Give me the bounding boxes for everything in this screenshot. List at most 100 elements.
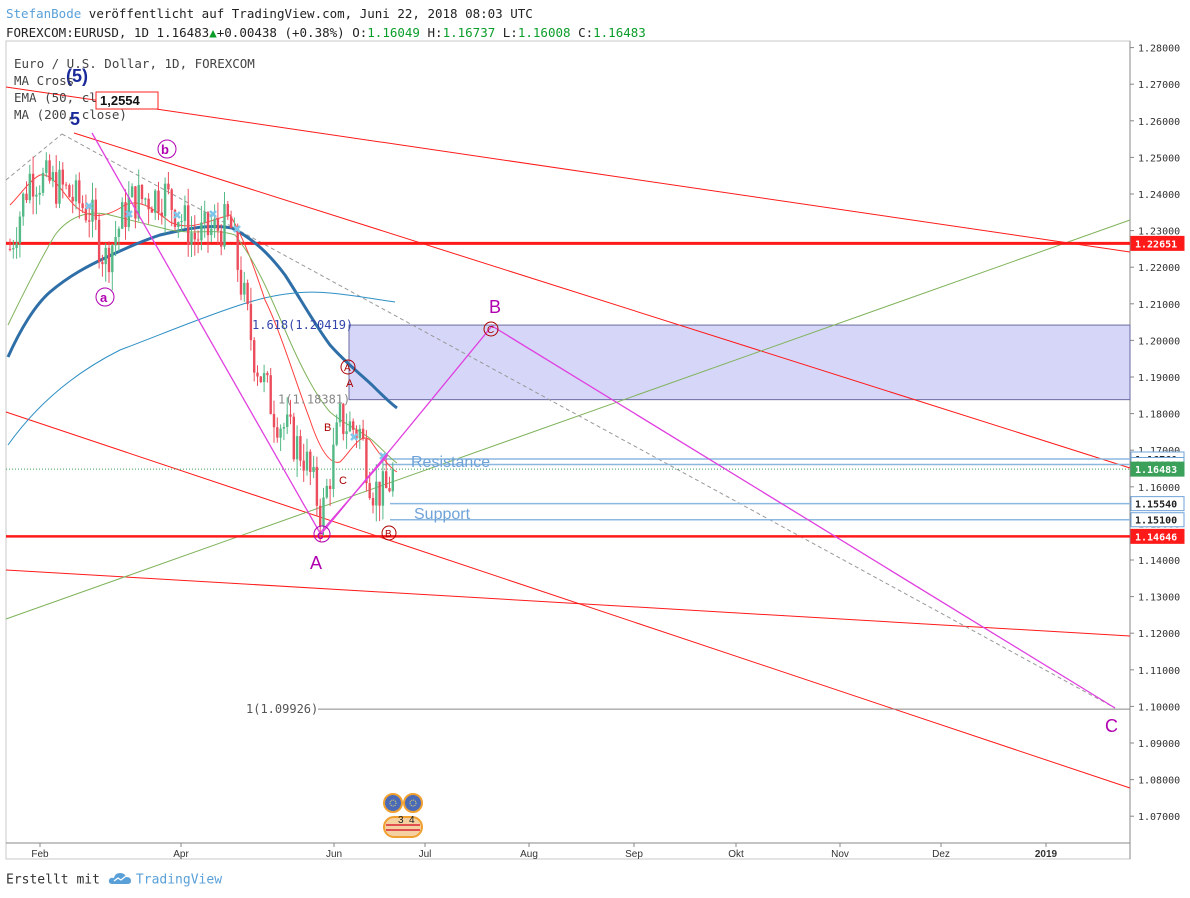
time-tick-label: Nov — [831, 849, 849, 860]
time-tick-label: Okt — [728, 849, 744, 860]
trend-lines — [5, 86, 1131, 789]
price-tick-label: 1.10000 — [1138, 702, 1180, 713]
candle-body — [229, 216, 233, 229]
eu-stars-icon — [409, 799, 417, 807]
candle-body — [25, 193, 28, 201]
price-tick-label: 1.26000 — [1138, 117, 1180, 128]
publish-line: StefanBode veröffentlicht auf TradingVie… — [6, 4, 646, 23]
candle-body — [249, 304, 253, 341]
candle-body — [358, 428, 361, 439]
candle-body — [256, 372, 259, 377]
candle-body — [88, 220, 91, 222]
candle-body — [292, 416, 295, 460]
open-label: O: — [352, 25, 368, 40]
candle-body — [276, 427, 279, 438]
fib-target-zone — [348, 324, 1131, 401]
candle-body — [157, 190, 160, 213]
price-tick-label: 1.11000 — [1138, 666, 1180, 677]
cross-marker — [125, 210, 133, 218]
price-tick-label: 1.16000 — [1138, 483, 1180, 494]
legend-ma[interactable]: MA (200, close) — [14, 107, 127, 122]
wave-label-B-major: B — [489, 297, 501, 317]
candle-body — [381, 471, 385, 506]
candle-body — [134, 186, 137, 219]
wave-label-B-small: C — [339, 475, 347, 487]
event-markers[interactable]: 3 4 — [383, 793, 423, 838]
candle-body — [210, 228, 213, 236]
high-label: H: — [427, 25, 443, 40]
candle-body — [338, 403, 342, 423]
price-tick-label: 1.08000 — [1138, 776, 1180, 787]
candle-body — [385, 471, 388, 489]
price-scale[interactable]: 1.07000 1.08000 1.09000 1.10000 1.11000 1.120… — [1130, 44, 1180, 824]
cross-marker — [350, 433, 358, 441]
red-trendline-mid — [73, 132, 1131, 469]
candle-body — [38, 192, 41, 195]
eu-flag-icon[interactable] — [403, 793, 423, 813]
time-tick-label: Sep — [625, 849, 643, 860]
candle-body — [289, 414, 292, 417]
legend-ma-cross[interactable]: MA Cross — [14, 73, 74, 88]
eu-flag-icon[interactable] — [383, 793, 403, 813]
wave-label-B-minor-circled: B — [385, 529, 392, 540]
event-count-4: 4 — [409, 815, 415, 826]
wave-label-5: 5 — [70, 109, 80, 129]
fib-label-1: 1(1.18381) — [278, 393, 350, 407]
symbol-label: FOREXCOM:EURUSD, 1D — [6, 25, 149, 40]
plot-area[interactable] — [5, 40, 1131, 860]
price-badge-label: 1.14646 — [1135, 532, 1177, 543]
candle-body — [352, 421, 355, 430]
tradingview-link[interactable]: TradingView — [135, 872, 223, 888]
candle-body — [282, 426, 286, 429]
candle-body — [259, 376, 262, 383]
footer: Erstellt mit TradingView — [6, 871, 222, 889]
legend-symbol: Euro / U.S. Dollar, 1D, FOREXCOM — [14, 56, 255, 71]
candle-body — [253, 340, 256, 373]
candle-body — [177, 222, 180, 227]
price-tick-label: 1.20000 — [1138, 336, 1180, 347]
price-tick-label: 1.09000 — [1138, 739, 1180, 750]
candle-body — [216, 218, 220, 231]
resistance-label: Resistance — [411, 454, 490, 471]
price-badge-label: 1.15540 — [1135, 500, 1177, 511]
time-tick-label: Jun — [326, 849, 342, 860]
price-chart[interactable]: 1.07000 1.08000 1.09000 1.10000 1.11000 1.120… — [0, 40, 1190, 866]
close-label: C: — [578, 25, 594, 40]
candle-body — [94, 199, 97, 220]
candle-body — [117, 228, 121, 237]
candle-body — [35, 194, 38, 197]
candle-body — [319, 505, 322, 527]
candle-body — [18, 216, 22, 244]
fib-label-1618: 1.618(1.20419) — [252, 318, 353, 332]
candle-body — [203, 212, 206, 223]
red-trendline-lower — [5, 411, 1131, 789]
price-tick-label: 1.23000 — [1138, 227, 1180, 238]
candle-body — [196, 239, 200, 241]
candle-body — [361, 428, 365, 440]
dashed-line-left — [5, 133, 63, 181]
candle-body — [48, 160, 51, 181]
cross-marker — [209, 210, 217, 218]
wave-labels: (5) 5 a b c A B C A B C A B C — [66, 66, 1118, 736]
candle-body — [206, 212, 210, 236]
author-link[interactable]: StefanBode — [6, 6, 82, 21]
candle-body — [322, 497, 325, 527]
candle-body — [28, 173, 31, 201]
time-scale[interactable]: Feb Apr Jun Jul Aug Sep Okt Nov Dez 2019 — [31, 843, 1058, 860]
candle-body — [180, 220, 183, 223]
candles — [8, 152, 394, 542]
candle-body — [97, 219, 101, 263]
chart-legend[interactable]: Euro / U.S. Dollar, 1D, FOREXCOM MA Cros… — [14, 56, 255, 122]
price-badge — [1130, 235, 1185, 251]
us-flag-icon[interactable] — [383, 816, 423, 838]
candle-body — [391, 468, 394, 492]
price-badge — [1130, 461, 1185, 477]
wave-label-C-small: A — [346, 378, 354, 390]
candle-body — [236, 226, 239, 270]
candle-body — [295, 436, 299, 460]
fast-ma-line — [9, 174, 398, 473]
wave-label-5-paren: (5) — [66, 66, 88, 86]
time-tick-label: Feb — [31, 849, 49, 860]
wave-label-A-small: B — [324, 422, 331, 434]
wave-circle — [381, 525, 397, 541]
